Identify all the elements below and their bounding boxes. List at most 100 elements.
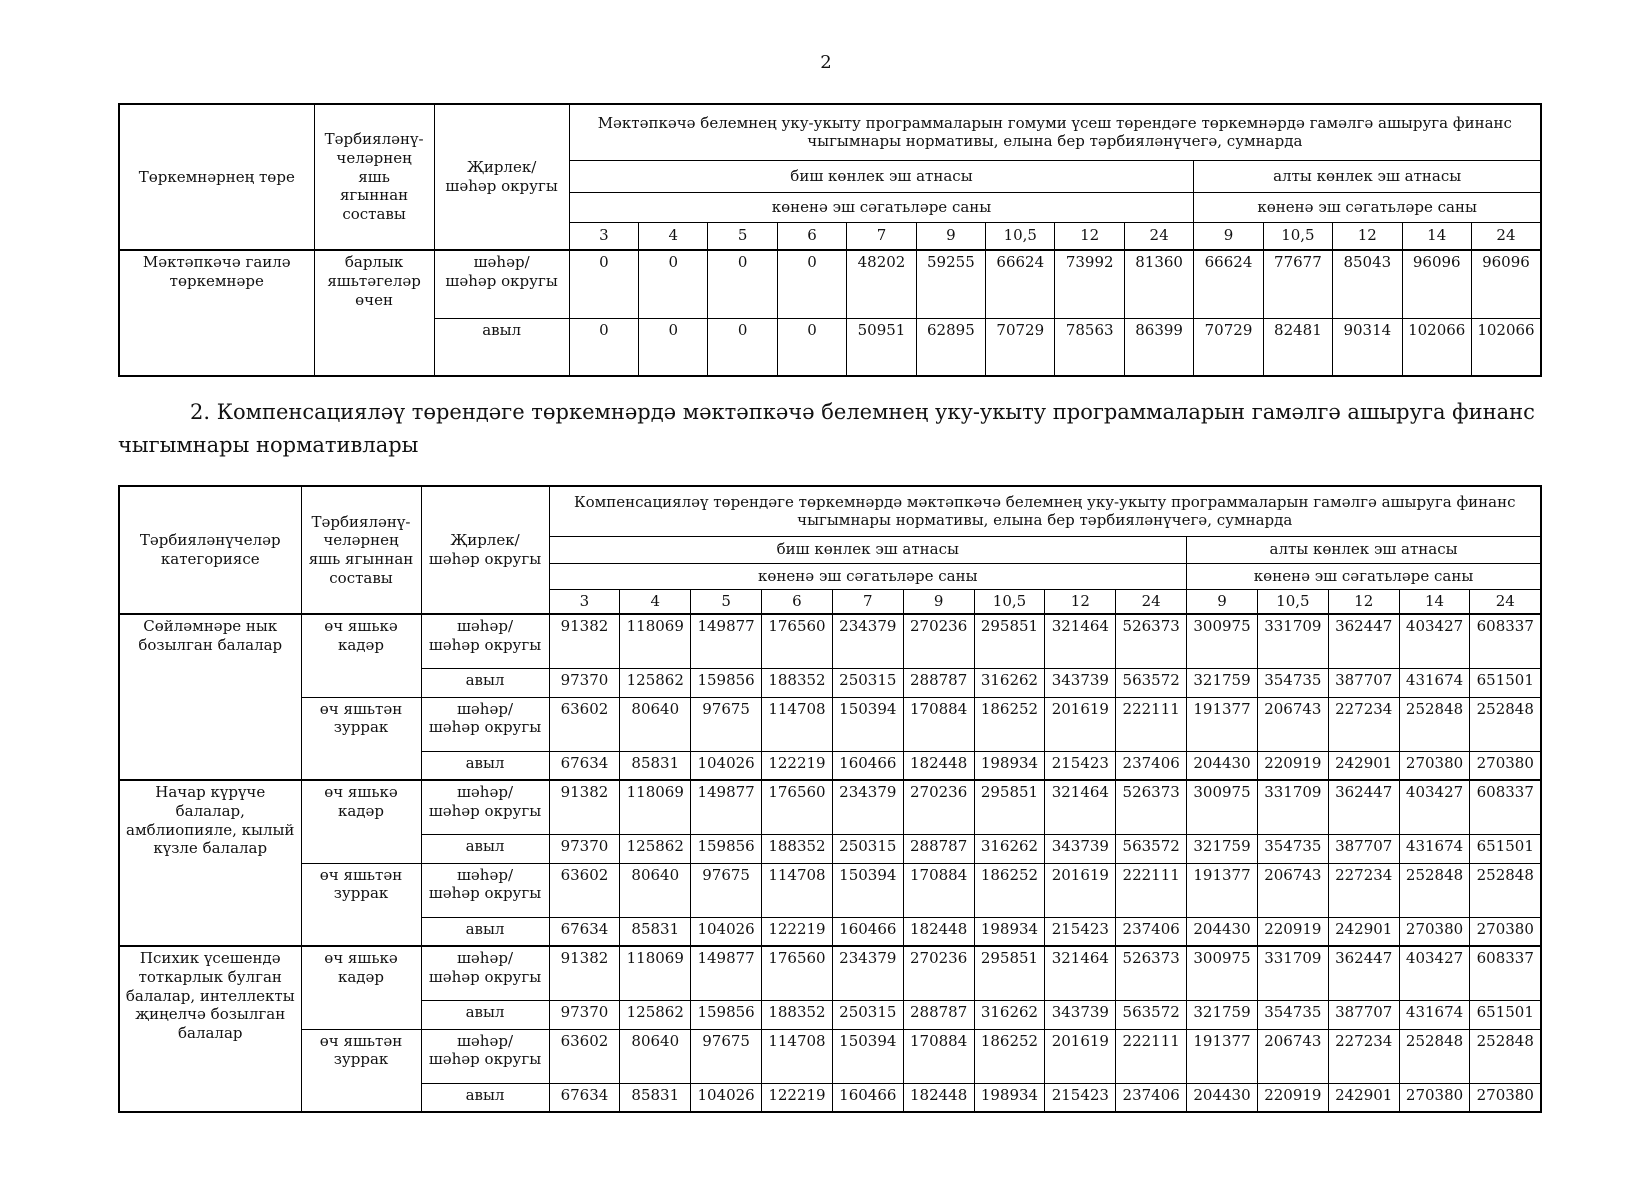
value-cell: 526373 <box>1115 613 1188 669</box>
value-cell: 242901 <box>1327 750 1400 781</box>
value-cell: 125862 <box>619 833 692 864</box>
age-column-header: Тәрбияләнү- челәрнең яшь ягыннан составы <box>313 103 435 251</box>
value-cell: 85831 <box>619 750 692 781</box>
table2: Тәрбияләнүчеләр категориясе Тәрбияләнү- ч… <box>118 485 1543 1113</box>
value-cell: 215423 <box>1044 750 1117 781</box>
value-cell: 288787 <box>902 833 975 864</box>
value-cell: 149877 <box>690 613 763 669</box>
six-day-week-header: алты көнлек эш атнасы <box>1193 159 1542 193</box>
value-cell: 362447 <box>1327 779 1400 835</box>
age-column-header: Тәрбияләнү- челәрнең яшь ягыннан составы <box>300 485 422 615</box>
value-cell: 80640 <box>619 1028 692 1084</box>
value-cell: 222111 <box>1115 696 1188 752</box>
value-cell: 204430 <box>1186 750 1258 781</box>
hours-col-header: 12 <box>1332 221 1403 251</box>
value-cell: 270380 <box>1469 750 1542 781</box>
value-cell: 150394 <box>831 862 904 918</box>
value-cell: 321464 <box>1044 613 1117 669</box>
value-cell: 182448 <box>902 916 975 947</box>
value-cell: 227234 <box>1327 1028 1400 1084</box>
section-2-heading: 2. Компенсацияләү төрендәге төркемнәрдә … <box>118 400 1535 457</box>
hours-col-header: 4 <box>619 588 692 615</box>
age-cell: өч яшьтән зуррак <box>300 1028 422 1113</box>
value-cell: 149877 <box>690 945 763 1001</box>
locality-cell: авыл <box>420 1082 550 1113</box>
value-cell: 97675 <box>690 696 763 752</box>
hours-col-header: 10,5 <box>1262 221 1334 251</box>
value-cell: 237406 <box>1115 750 1188 781</box>
five-day-week-header: биш көнлек эш атнасы <box>568 159 1195 193</box>
value-cell: 252848 <box>1469 862 1542 918</box>
value-cell: 186252 <box>973 862 1046 918</box>
value-cell: 387707 <box>1327 667 1400 698</box>
value-cell: 316262 <box>973 667 1046 698</box>
value-cell: 354735 <box>1256 833 1329 864</box>
value-cell: 85043 <box>1332 249 1403 319</box>
value-cell: 321759 <box>1186 999 1258 1030</box>
locality-cell: авыл <box>420 750 550 781</box>
hours-col-header: 6 <box>776 221 848 251</box>
hours-per-day-header: көненә эш сәгатьләре саны <box>1186 562 1542 590</box>
hours-col-header: 9 <box>1193 221 1264 251</box>
value-cell: 608337 <box>1469 945 1542 1001</box>
value-cell: 227234 <box>1327 862 1400 918</box>
locality-cell: шәһәр/ шәһәр округы <box>420 945 550 1001</box>
value-cell: 77677 <box>1262 249 1334 319</box>
hours-col-header: 6 <box>761 588 833 615</box>
value-cell: 250315 <box>831 667 904 698</box>
locality-cell: шәһәр/ шәһәр округы <box>420 862 550 918</box>
value-cell: 201619 <box>1044 696 1117 752</box>
value-cell: 0 <box>776 317 848 377</box>
value-cell: 651501 <box>1469 833 1542 864</box>
value-cell: 204430 <box>1186 1082 1258 1113</box>
age-cell: барлык яшьтәгеләр өчен <box>313 249 435 377</box>
hours-col-header: 9 <box>902 588 975 615</box>
value-cell: 563572 <box>1115 833 1188 864</box>
value-cell: 91382 <box>548 779 621 835</box>
value-cell: 270380 <box>1398 1082 1471 1113</box>
hours-col-header: 12 <box>1054 221 1125 251</box>
value-cell: 201619 <box>1044 1028 1117 1084</box>
value-cell: 215423 <box>1044 916 1117 947</box>
hours-col-header: 24 <box>1469 588 1542 615</box>
value-cell: 242901 <box>1327 1082 1400 1113</box>
value-cell: 160466 <box>831 750 904 781</box>
value-cell: 114708 <box>761 696 833 752</box>
hours-col-header: 7 <box>846 221 917 251</box>
value-cell: 321759 <box>1186 833 1258 864</box>
locality-cell: авыл <box>420 916 550 947</box>
value-cell: 96096 <box>1401 249 1472 319</box>
value-cell: 288787 <box>902 999 975 1030</box>
value-cell: 270236 <box>902 613 975 669</box>
locality-cell: шәһәр/ шәһәр округы <box>433 249 570 319</box>
hours-col-header: 4 <box>638 221 709 251</box>
value-cell: 237406 <box>1115 1082 1188 1113</box>
value-cell: 220919 <box>1256 916 1329 947</box>
value-cell: 343739 <box>1044 667 1117 698</box>
value-cell: 206743 <box>1256 862 1329 918</box>
value-cell: 0 <box>638 249 709 319</box>
value-cell: 227234 <box>1327 696 1400 752</box>
value-cell: 86399 <box>1123 317 1195 377</box>
age-cell: өч яшькә кадәр <box>300 945 422 1030</box>
hours-col-header: 12 <box>1327 588 1400 615</box>
value-cell: 0 <box>707 249 778 319</box>
value-cell: 48202 <box>846 249 917 319</box>
value-cell: 186252 <box>973 696 1046 752</box>
value-cell: 102066 <box>1470 317 1542 377</box>
value-cell: 0 <box>707 317 778 377</box>
value-cell: 288787 <box>902 667 975 698</box>
hours-col-header: 24 <box>1470 221 1542 251</box>
value-cell: 176560 <box>761 945 833 1001</box>
value-cell: 191377 <box>1186 862 1258 918</box>
category-column-header: Тәрбияләнүчеләр категориясе <box>118 485 302 615</box>
value-cell: 150394 <box>831 696 904 752</box>
value-cell: 354735 <box>1256 999 1329 1030</box>
value-cell: 608337 <box>1469 613 1542 669</box>
category-cell: Психик үсешендә тоткарлык булган балалар… <box>118 945 302 1113</box>
value-cell: 403427 <box>1398 613 1471 669</box>
locality-cell: авыл <box>433 317 570 377</box>
value-cell: 104026 <box>690 1082 763 1113</box>
locality-column-header: Җирлек/ шәһәр округы <box>420 485 550 615</box>
